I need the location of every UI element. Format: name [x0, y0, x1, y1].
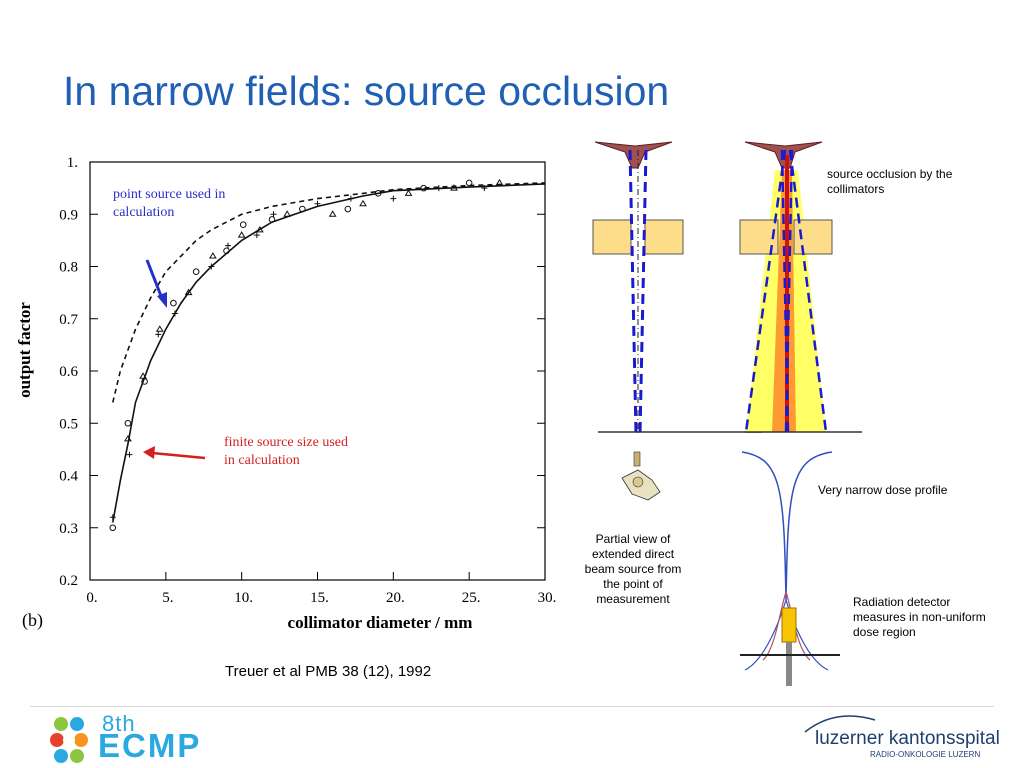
detector-label: Radiation detector measures in non-unifo… [853, 595, 986, 639]
measured-point-triangle [359, 199, 367, 207]
measured-point-circle [192, 268, 200, 276]
measured-point-triangle [139, 372, 147, 379]
measured-point-triangle [237, 231, 246, 238]
x-tick-label: 20. [386, 590, 405, 606]
partial-view-label: Partial view of extended direct beam sou… [584, 532, 682, 606]
measured-point-triangle [283, 210, 292, 217]
measured-point-plus [109, 514, 116, 521]
point-source-arrowhead [157, 292, 167, 308]
ecmp-logo-icon [50, 717, 88, 763]
luzerner-logo-icon [804, 715, 876, 733]
measured-point-circle [124, 419, 132, 427]
measured-point-triangle [155, 325, 164, 332]
y-tick-label: 0.4 [59, 469, 78, 485]
y-axis-label: output factor [15, 302, 34, 398]
measured-point-triangle [208, 252, 217, 259]
x-tick-label: 5. [162, 590, 173, 606]
finite-source-arrowhead [143, 446, 155, 459]
x-tick-label: 10. [234, 590, 253, 606]
source-occlusion-diagram [592, 141, 862, 686]
finite-source-curve [112, 183, 546, 523]
measured-point-plus [225, 242, 232, 249]
measured-point-triangle [328, 210, 337, 217]
x-tick-label: 30. [538, 590, 557, 606]
y-tick-label: 0.9 [59, 207, 78, 223]
measured-point-circle [223, 247, 230, 255]
point-source-curve [112, 182, 546, 403]
dose-profile-curve-a [741, 451, 833, 601]
right-collimator-right-jaw [793, 219, 833, 255]
radiation-detector [781, 607, 797, 643]
panel-label: (b) [22, 610, 43, 631]
measured-point-plus [126, 451, 133, 458]
y-tick-label: 0.8 [59, 260, 78, 276]
y-tick-label: 0.6 [59, 364, 78, 380]
measured-point-circle [465, 179, 473, 187]
ecmp-logo-edition: 8th [102, 711, 136, 736]
output-factor-chart: 0.2 0.3 0.4 0.5 0.6 0.7 0.8 0.9 1. 0. 5. 10. 15. 20. 2… [15, 155, 557, 632]
point-source-arrow [145, 259, 165, 302]
measured-point-plus [314, 200, 321, 207]
dose-profile-curve-c [762, 590, 811, 661]
measured-point-circle [374, 190, 382, 197]
measured-point-plus [390, 195, 397, 202]
finite-source-arrow [151, 451, 206, 460]
luzerner-logo-text: luzerner kantonsspital [815, 728, 1000, 749]
measured-point-circle [268, 216, 276, 223]
left-beam-dash-b [638, 149, 648, 435]
citation: Treuer et al PMB 38 (12), 1992 [225, 663, 432, 680]
measured-point-plus [270, 211, 277, 218]
measured-point-circle [299, 205, 306, 213]
measured-point-circle [239, 221, 247, 228]
measured-point-plus [347, 195, 354, 202]
measured-point-triangle [404, 189, 413, 196]
x-tick-label: 15. [310, 590, 329, 606]
x-tick-label: 25. [462, 590, 481, 606]
left-collimator-left-jaw [592, 219, 632, 255]
measured-point-circle [109, 524, 117, 532]
source-occlusion-label: source occlusion by the collimators [827, 167, 953, 196]
measured-point-triangle [495, 178, 504, 186]
footer-divider [30, 706, 994, 707]
measured-point-triangle [124, 434, 132, 442]
left-beam-dash-a [628, 149, 638, 435]
luzerner-logo-subtext: RADIO-ONKOLOGIE LUZERN [870, 750, 981, 759]
point-source-annotation-line1: point source used in [113, 187, 225, 202]
measured-point-circle [344, 205, 352, 213]
y-tick-label: 1. [67, 155, 78, 171]
y-tick-label: 0.5 [59, 416, 78, 432]
finite-source-annotation-line2: in calculation [224, 453, 300, 468]
y-tick-label: 0.7 [59, 312, 78, 328]
observer-figure [621, 451, 661, 501]
measured-point-circle [420, 184, 427, 192]
finite-source-annotation-line1: finite source size used [224, 435, 348, 450]
y-tick-label: 0.3 [59, 521, 78, 537]
measured-point-circle [170, 299, 177, 307]
ecmp-logo-text: ECMP [98, 727, 202, 764]
measured-point-plus [481, 185, 488, 192]
left-collimator-right-jaw [644, 219, 684, 255]
measured-point-triangle [184, 288, 193, 296]
measured-point-plus [171, 310, 178, 317]
plot-frame [89, 161, 546, 581]
point-source-annotation-line2: calculation [113, 205, 174, 220]
measured-point-triangle [255, 225, 264, 233]
measured-point-triangle [450, 184, 458, 191]
y-tick-label: 0.2 [59, 573, 78, 589]
x-axis-label: collimator diameter / mm [288, 613, 473, 632]
measured-point-plus [208, 263, 215, 270]
slide-title: In narrow fields: source occlusion [63, 68, 670, 114]
measured-point-circle [141, 378, 148, 385]
dose-profile-label: Very narrow dose profile [818, 483, 948, 497]
x-tick-label: 0. [86, 590, 97, 606]
measured-point-plus [155, 331, 162, 338]
left-source-shape [594, 141, 673, 169]
measured-point-plus [253, 232, 260, 239]
measured-point-plus [435, 185, 442, 192]
